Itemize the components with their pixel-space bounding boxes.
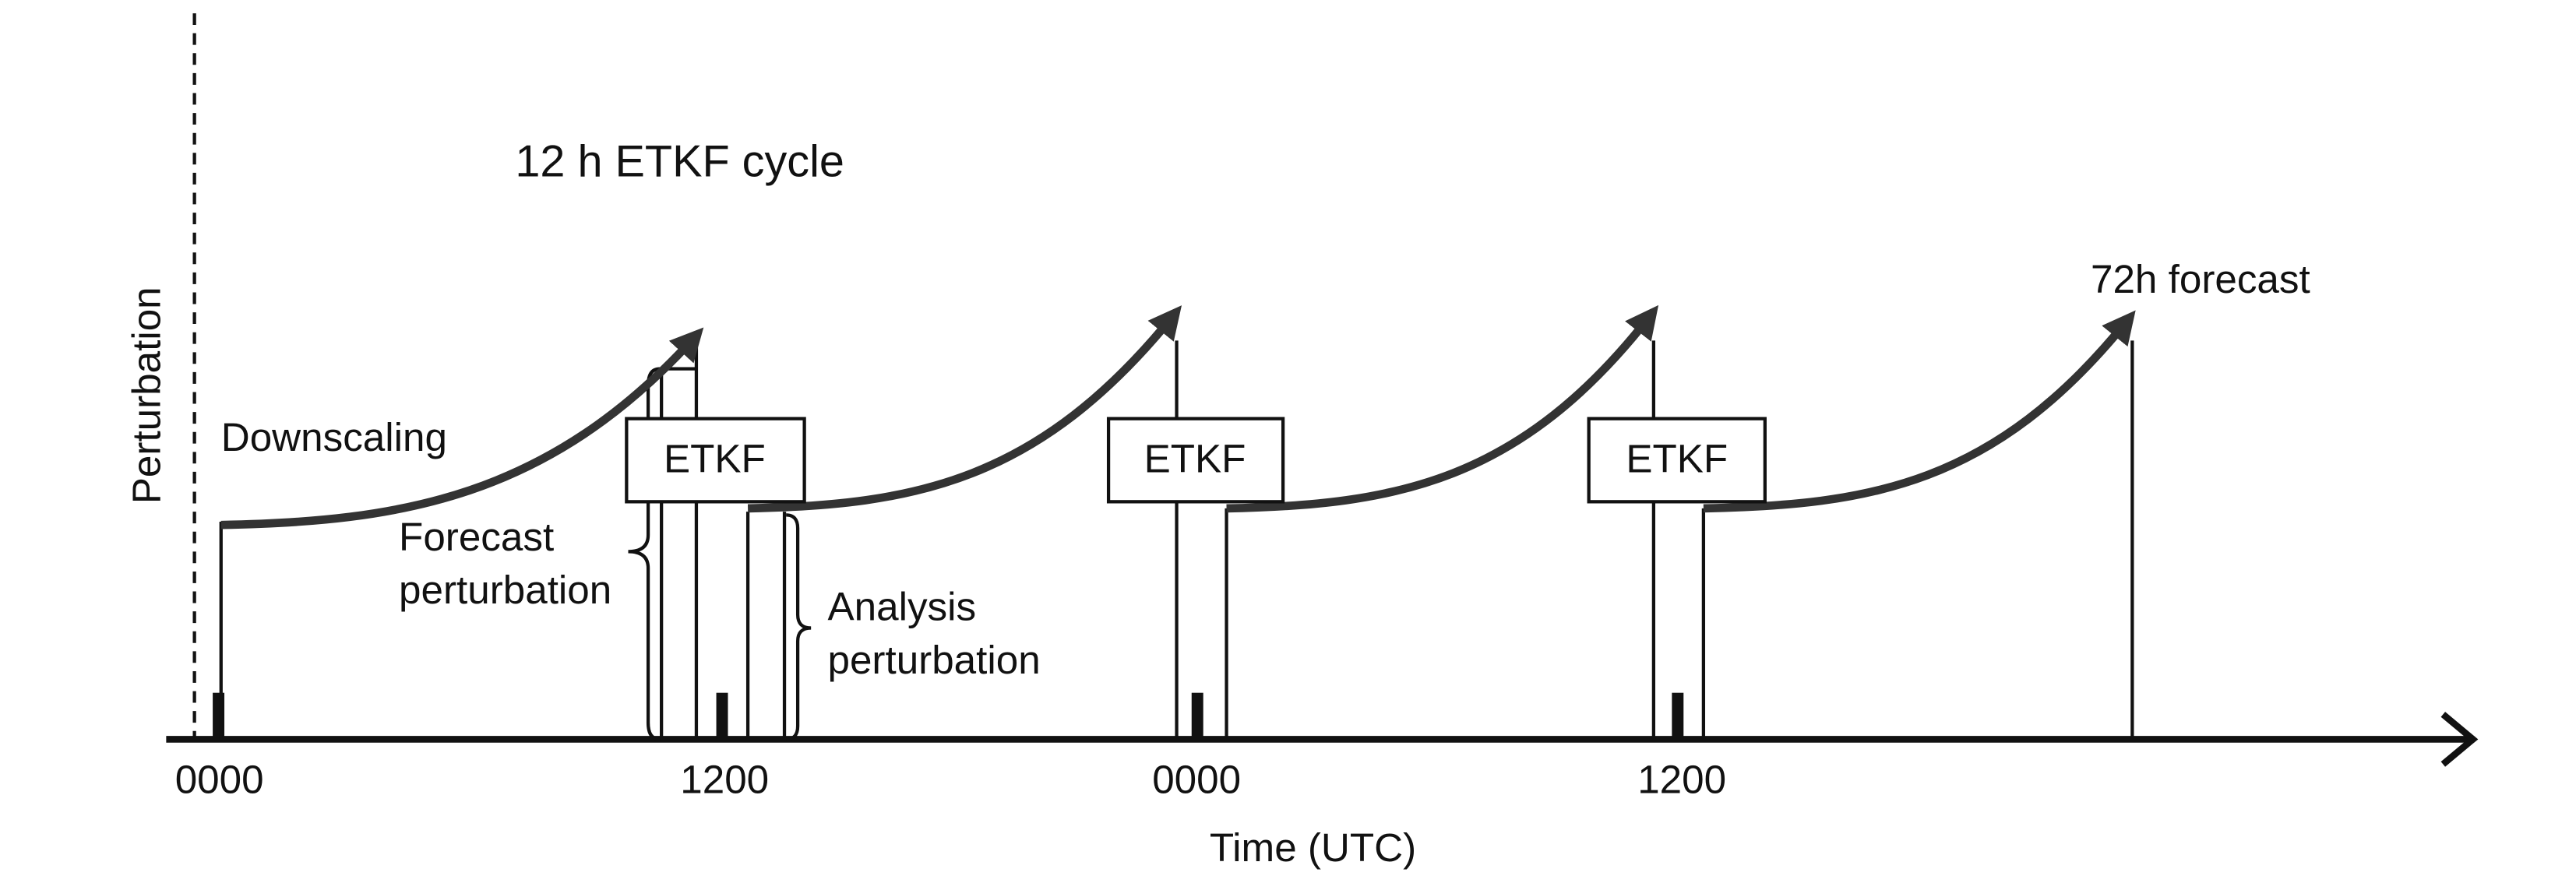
title: 12 h ETKF cycle: [515, 136, 844, 186]
forecast-perturbation-label: Forecast: [399, 515, 554, 559]
growth-curve: [220, 327, 704, 529]
downscaling-label: Downscaling: [221, 415, 447, 459]
final-forecast-label: 72h forecast: [2091, 257, 2310, 301]
time-label: 0000: [175, 757, 264, 801]
analysis-brace: [786, 513, 812, 741]
etkf-box: [1106, 417, 1285, 504]
time-label: 0000: [1152, 757, 1241, 801]
analysis-perturbation-label: perturbation: [828, 638, 1041, 682]
y-axis-label: Perturbation: [125, 287, 169, 504]
marker-bar: [1672, 692, 1684, 740]
etkf-label: ETKF: [1144, 437, 1246, 481]
axis-arrow: [2440, 712, 2479, 767]
growth-curve: [1703, 310, 2136, 513]
growth-curve: [1226, 304, 1659, 513]
forecast-perturbation-label: perturbation: [399, 568, 611, 612]
etkf-box: [1587, 417, 1767, 504]
time-label: 1200: [1637, 757, 1726, 801]
etkf-label: ETKF: [664, 437, 766, 481]
growth-curve: [747, 305, 1182, 513]
marker-bar: [716, 692, 728, 740]
etkf-box: [625, 417, 806, 504]
marker-bar: [1191, 692, 1203, 740]
analysis-perturbation-label: Analysis: [828, 585, 977, 629]
time-label: 1200: [680, 757, 769, 801]
x-axis-label: Time (UTC): [1210, 825, 1416, 870]
etkf-label: ETKF: [1626, 437, 1728, 481]
vertical-lines: [219, 340, 2134, 740]
